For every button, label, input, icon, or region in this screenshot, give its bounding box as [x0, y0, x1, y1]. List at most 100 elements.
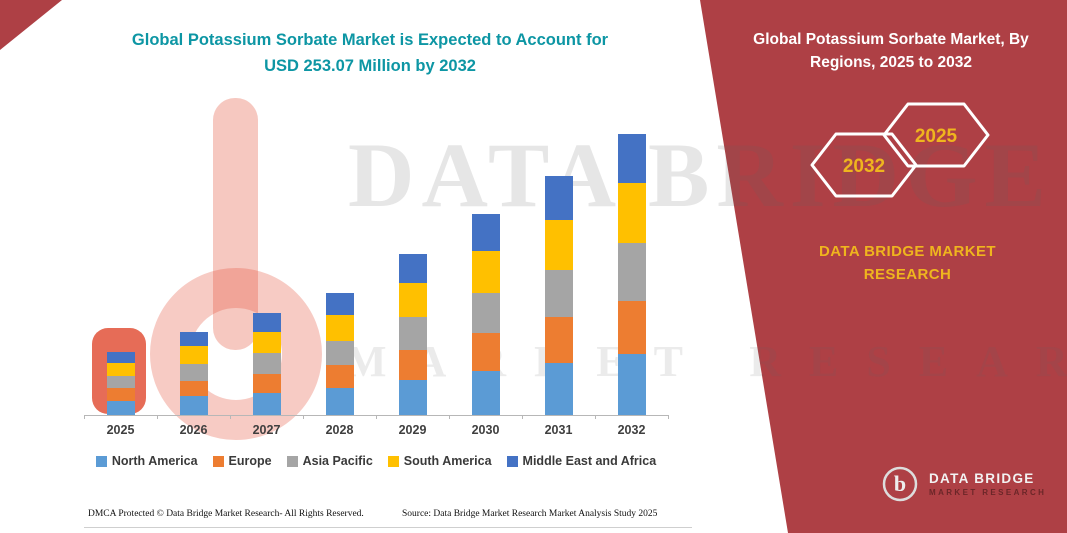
footer-copyright: DMCA Protected © Data Bridge Market Rese…	[88, 509, 364, 519]
bar-segment	[617, 242, 646, 301]
bar-slot	[376, 254, 449, 415]
x-axis-label: 2026	[179, 423, 208, 437]
page-title: Global Potassium Sorbate Market is Expec…	[95, 28, 645, 79]
axis-tick	[522, 415, 523, 419]
bar-segment	[471, 332, 500, 371]
bar-slot	[595, 133, 668, 415]
bar-segment	[179, 396, 208, 415]
legend-item: Middle East and Africa	[506, 454, 656, 468]
bar-chart	[84, 119, 668, 415]
bar-segment	[106, 351, 135, 363]
panel-heading: Global Potassium Sorbate Market, By Regi…	[753, 31, 1029, 72]
axis-tick	[449, 415, 450, 419]
chart-legend: North America Europe Asia Pacific South Ame…	[84, 454, 668, 468]
logo-b-glyph: b	[894, 471, 906, 496]
legend-item: Asia Pacific	[286, 454, 373, 468]
chart-area: 2025 2026 2027 2028 2029 2030 2031 2032 North A…	[84, 119, 669, 468]
axis-tick	[668, 415, 669, 419]
stacked-bar-2025	[106, 351, 135, 415]
bar-slot	[157, 331, 230, 415]
bar-segment	[617, 300, 646, 354]
bar-segment	[106, 362, 135, 377]
axis-tick	[303, 415, 304, 419]
bar-segment	[106, 400, 135, 415]
legend-label: North America	[111, 454, 198, 468]
legend-label: Europe	[228, 454, 272, 468]
page-title-line1: Global Potassium Sorbate Market is Expec…	[131, 31, 609, 49]
x-axis-label: 2031	[544, 423, 573, 437]
legend-item: Europe	[212, 454, 272, 468]
bar-segment	[471, 250, 500, 293]
badge-year-2032: 2032	[843, 156, 885, 177]
bar-segment	[179, 363, 208, 381]
bar-segment	[617, 133, 646, 183]
axis-tick	[376, 415, 377, 419]
stacked-bar-2026	[179, 331, 208, 415]
year-badges: 2032 2025	[804, 98, 1014, 213]
brand-text-line2: RESEARCH	[863, 266, 952, 284]
x-axis-label: 2032	[617, 423, 646, 437]
bar-segment	[325, 365, 354, 389]
bar-segment	[398, 282, 427, 318]
bar-segment	[179, 331, 208, 347]
bar-segment	[252, 331, 281, 353]
axis-tick	[230, 415, 231, 419]
logo-subtitle: MARKET RESEARCH	[929, 488, 1047, 497]
x-axis-label: 2030	[471, 423, 500, 437]
bar-slot	[522, 176, 595, 415]
x-axis-label: 2027	[252, 423, 281, 437]
watermark-text-line1: DATA BRIDGE	[348, 124, 1053, 226]
bar-segment	[398, 254, 427, 283]
stacked-bar-2030	[471, 213, 500, 415]
legend-swatch	[506, 455, 518, 467]
bar-segment	[252, 312, 281, 332]
bar-segment	[544, 219, 573, 270]
legend-swatch	[95, 455, 107, 467]
bar-segment	[544, 176, 573, 220]
logo-text: DATA BRIDGE MARKET RESEARCH	[929, 471, 1046, 497]
bar-segment	[544, 362, 573, 415]
bar-segment	[325, 340, 354, 366]
bar-segment	[544, 317, 573, 363]
page-title-line2: USD 253.07 Million by 2032	[264, 56, 476, 75]
bar-segment	[544, 269, 573, 318]
bar-segment	[471, 213, 500, 251]
bar-segment	[252, 373, 281, 393]
brand-text-line1: DATA BRIDGE MARKET	[819, 243, 996, 260]
bar-segment	[106, 388, 135, 401]
hexagon-badges-graphic: 2032 2025	[810, 102, 990, 198]
bar-segment	[252, 352, 281, 374]
legend-label: South America	[403, 454, 492, 468]
legend-item: South America	[387, 454, 492, 468]
legend-label: Asia Pacific	[302, 454, 373, 468]
axis-tick	[595, 415, 596, 419]
x-axis-line	[84, 415, 669, 419]
badge-year-2025: 2025	[915, 126, 958, 147]
bar-segment	[179, 346, 208, 364]
bar-slot	[84, 351, 157, 415]
dbmr-logo: b DATA BRIDGE MARKET RESEARCH	[880, 464, 1046, 504]
logo-circle	[882, 466, 918, 502]
x-axis-label: 2025	[106, 423, 135, 437]
bar-segment	[398, 379, 427, 415]
legend-swatch	[387, 455, 399, 467]
bar-segment	[179, 380, 208, 397]
footer-divider	[84, 527, 692, 528]
stacked-bar-2029	[398, 254, 427, 415]
logo-title: DATA BRIDGE	[929, 471, 1035, 486]
dbmr-logo-mark-icon: b	[882, 466, 918, 502]
stacked-bar-2032	[617, 133, 646, 415]
bar-slot	[303, 292, 376, 415]
bar-segment	[398, 317, 427, 350]
bar-segment	[106, 376, 135, 389]
x-axis-label: 2028	[325, 423, 354, 437]
bar-segment	[252, 392, 281, 415]
x-axis-labels: 2025 2026 2027 2028 2029 2030 2031 2032	[84, 416, 668, 437]
footer-source: Source: Data Bridge Market Research Mark…	[402, 509, 658, 519]
bar-segment	[325, 315, 354, 341]
legend-swatch	[286, 455, 298, 467]
brand-text: DATA BRIDGE MARKET RESEARCH	[765, 240, 1050, 287]
stacked-bar-2028	[325, 292, 354, 415]
legend-item: North America	[95, 454, 198, 468]
